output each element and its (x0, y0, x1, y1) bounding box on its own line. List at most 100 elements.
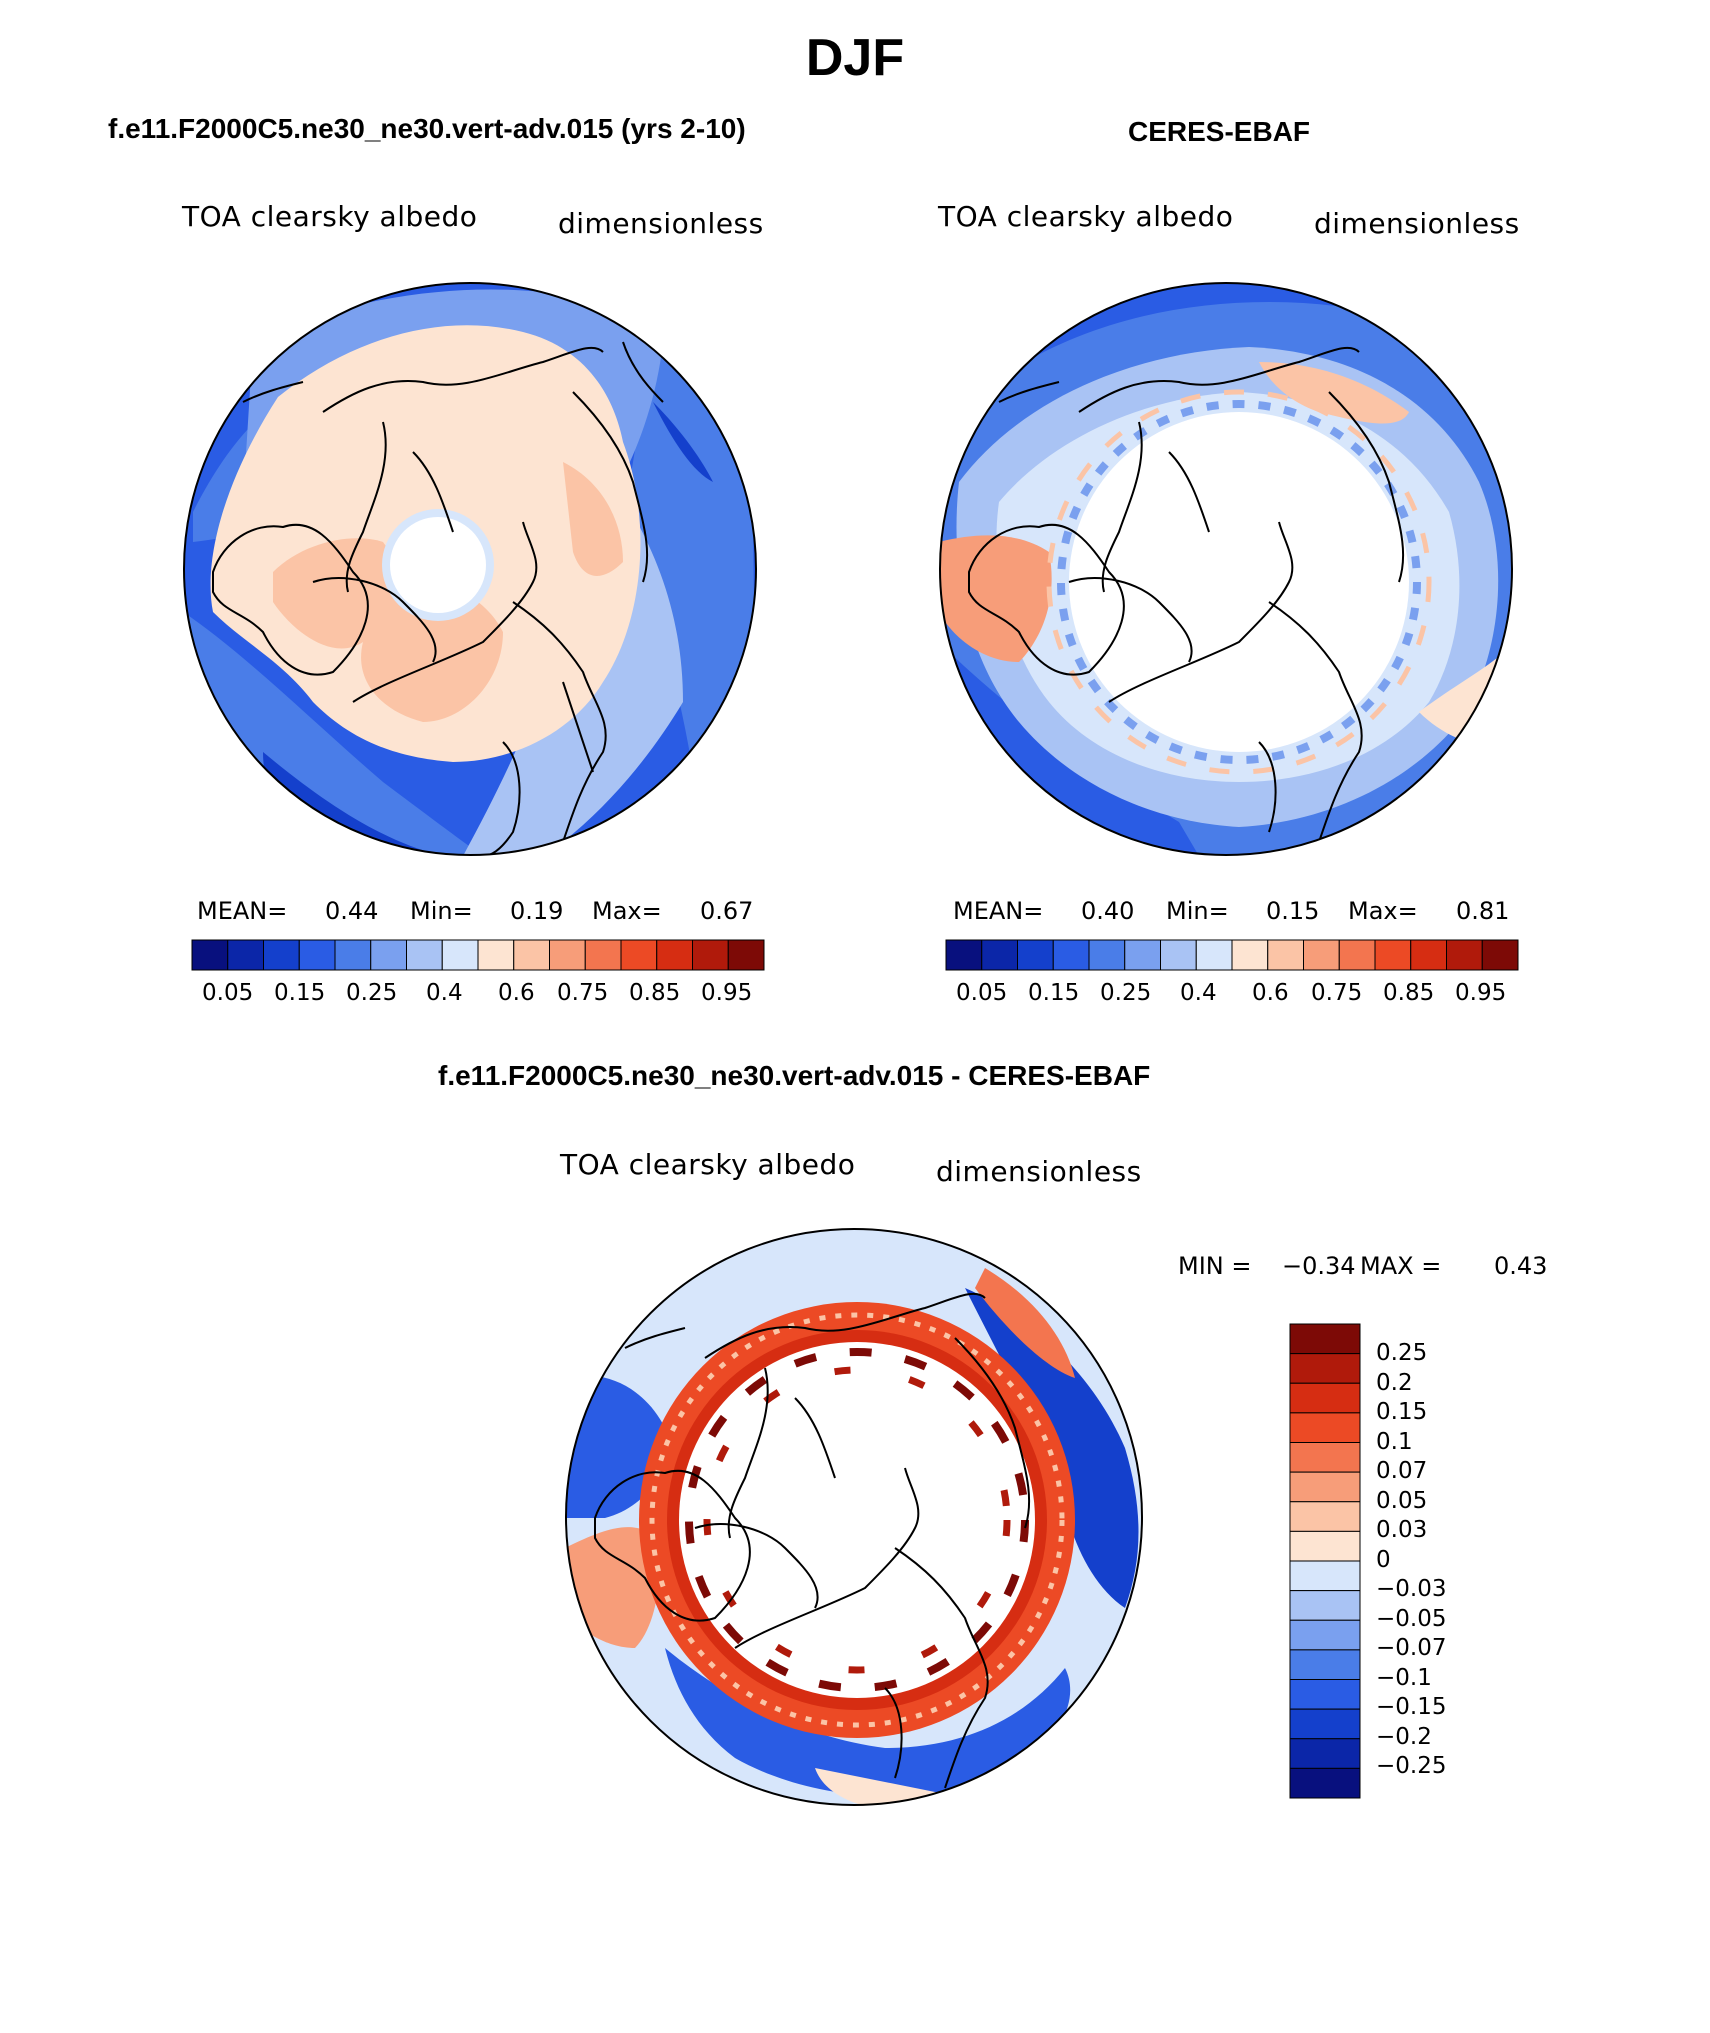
panel-3-colorbar-swatch (1289, 1501, 1361, 1532)
panel-3-tick: −0.03 (1376, 1576, 1447, 1602)
panel-1-colorbar-swatch (584, 939, 622, 971)
panel-2-mean-value: 0.40 (1081, 897, 1135, 925)
panel-2-tick: 0.05 (956, 980, 1008, 1006)
panel-2-colorbar-swatch (1338, 939, 1376, 971)
panel-3-tick: 0.15 (1376, 1399, 1428, 1425)
panel-1-variable: TOA clearsky albedo (182, 200, 478, 233)
panel-2-min-value: 0.15 (1266, 897, 1320, 925)
panel-3-tick: 0.1 (1376, 1429, 1413, 1455)
panel-3-colorbar-swatch (1289, 1353, 1361, 1384)
panel-2-colorbar-swatch (1267, 939, 1304, 971)
panel-3-colorbar-swatch (1289, 1442, 1361, 1473)
panel-3-tick: 0.2 (1376, 1370, 1413, 1396)
panel-1-colorbar-swatch (477, 939, 515, 971)
panel-2-title: CERES-EBAF (1128, 116, 1311, 147)
panel-2-colorbar-swatch (1052, 939, 1090, 971)
panel-2-colorbar-swatch (1088, 939, 1126, 971)
panel-1-polar-map (183, 282, 757, 856)
panel-3-tick: 0.03 (1376, 1517, 1428, 1543)
panel-1-colorbar-swatch (370, 939, 407, 971)
panel-3-colorbar-swatch (1289, 1738, 1361, 1769)
panel-1-colorbar-swatch (513, 939, 550, 971)
panel-3-colorbar (1289, 1323, 1361, 1799)
panel-2-colorbar-swatch (1446, 939, 1483, 971)
panel-1-max-label: Max= (592, 897, 662, 925)
panel-2-colorbar-swatch (1481, 939, 1519, 971)
panel-1-tick: 0.05 (202, 980, 254, 1006)
panel-2-min-label: Min= (1166, 897, 1229, 925)
figure-title: DJF (805, 29, 905, 87)
panel-3-min-value: −0.34 (1282, 1252, 1356, 1280)
panel-3-colorbar-swatches (1289, 1323, 1361, 1799)
panel-1-mean-value: 0.44 (325, 897, 379, 925)
panel-3-tick: −0.15 (1376, 1694, 1447, 1720)
panel-3-max-label: MAX = (1360, 1252, 1442, 1280)
panel-2-tick: 0.4 (1180, 980, 1217, 1006)
panel-2-max-label: Max= (1348, 897, 1418, 925)
panel-3-colorbar-swatch (1289, 1767, 1361, 1799)
panel-1-max-value: 0.67 (700, 897, 754, 925)
panel-2-tick: 0.95 (1455, 980, 1507, 1006)
panel-3-variable: TOA clearsky albedo (560, 1148, 856, 1181)
panel-2-colorbar-swatch (981, 939, 1018, 971)
panel-3-tick: 0.05 (1376, 1488, 1428, 1514)
panel-1-colorbar-swatch (406, 939, 443, 971)
panel-3-tick: −0.2 (1376, 1724, 1432, 1750)
panel-2-colorbar-swatch (1124, 939, 1161, 971)
panel-3-tick: 0.25 (1376, 1340, 1428, 1366)
panel-3-colorbar-swatch (1289, 1471, 1361, 1503)
panel-2-colorbar (945, 939, 1519, 971)
panel-3-title: f.e11.F2000C5.ne30_ne30.vert-adv.015 - C… (438, 1060, 1151, 1091)
panel-1-colorbar-swatch (263, 939, 300, 971)
panel-1-tick: 0.75 (557, 980, 609, 1006)
panel-2-colorbar-swatch (945, 939, 983, 971)
panel-3-colorbar-swatch (1289, 1530, 1361, 1562)
panel-1-min-label: Min= (410, 897, 473, 925)
panel-2-tick: 0.85 (1383, 980, 1435, 1006)
panel-3-colorbar-swatch (1289, 1412, 1361, 1443)
panel-1-colorbar-swatch (620, 939, 658, 971)
panel-1-tick: 0.25 (346, 980, 398, 1006)
panel-1-tick: 0.95 (701, 980, 753, 1006)
panel-1-tick: 0.4 (426, 980, 463, 1006)
panel-2-colorbar-swatch (1195, 939, 1233, 971)
panel-3-tick: −0.05 (1376, 1606, 1447, 1632)
panel-3-colorbar-swatch (1289, 1382, 1361, 1414)
panel-1-tick: 0.6 (498, 980, 535, 1006)
panel-3-tick: 0.07 (1376, 1458, 1428, 1484)
panel-1-colorbar-swatch (656, 939, 693, 971)
panel-3-tick: 0 (1376, 1547, 1391, 1573)
panel-3-colorbar-swatch (1289, 1619, 1361, 1651)
panel-1-units: dimensionless (558, 207, 764, 240)
panel-3-units: dimensionless (936, 1155, 1142, 1188)
panel-2-colorbar-swatch (1160, 939, 1197, 971)
panel-1-min-value: 0.19 (510, 897, 564, 925)
panel-3-colorbar-swatch (1289, 1323, 1361, 1355)
panel-2-tick: 0.6 (1252, 980, 1289, 1006)
panel-3-max-value: 0.43 (1494, 1252, 1548, 1280)
panel-3-colorbar-swatch (1289, 1560, 1361, 1592)
panel-2-mean-label: MEAN= (953, 897, 1044, 925)
panel-2-tick: 0.25 (1100, 980, 1152, 1006)
panel-2-colorbar-swatch (1017, 939, 1054, 971)
panel-1-colorbar (191, 939, 765, 971)
panel-3-colorbar-swatch (1289, 1590, 1361, 1621)
panel-2-colorbar-swatch (1374, 939, 1412, 971)
panel-1-title: f.e11.F2000C5.ne30_ne30.vert-adv.015 (yr… (108, 113, 746, 144)
panel-1-colorbar-swatch (227, 939, 264, 971)
panel-3-tick: −0.25 (1376, 1753, 1447, 1779)
panel-1-colorbar-swatch (727, 939, 765, 971)
panel-1-colorbar-swatches (191, 939, 765, 971)
panel-2-colorbar-swatch (1231, 939, 1269, 971)
panel-2-colorbar-swatch (1303, 939, 1340, 971)
panel-3-tick: −0.07 (1376, 1635, 1447, 1661)
panel-1-colorbar-swatch (298, 939, 336, 971)
panel-2-max-value: 0.81 (1456, 897, 1510, 925)
panel-1-mean-label: MEAN= (197, 897, 288, 925)
panel-1-colorbar-swatch (549, 939, 586, 971)
panel-3-min-label: MIN = (1178, 1252, 1252, 1280)
panel-1-tick: 0.15 (274, 980, 326, 1006)
panel-2-variable: TOA clearsky albedo (938, 200, 1234, 233)
panel-3-colorbar-swatch (1289, 1708, 1361, 1740)
panel-2-units: dimensionless (1314, 207, 1520, 240)
